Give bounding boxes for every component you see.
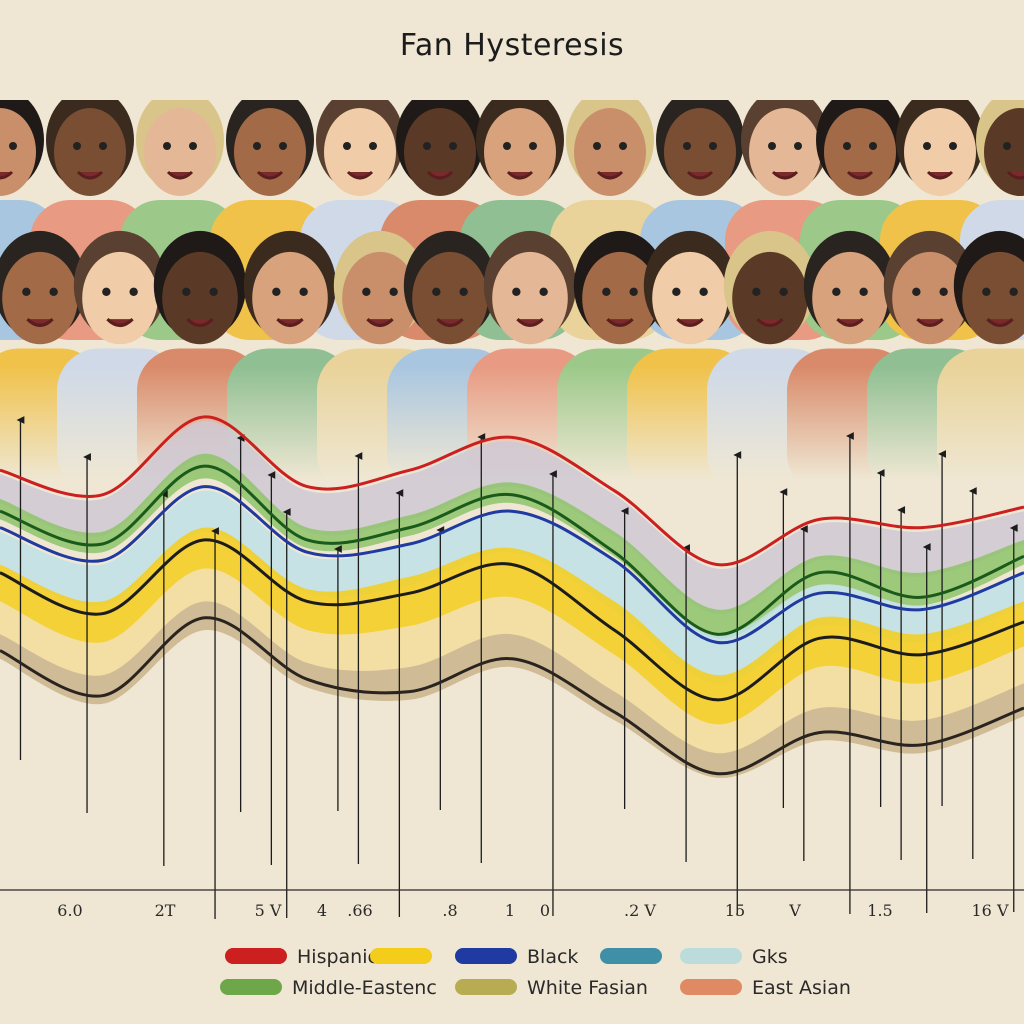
x-tick-labels: 6.0 2T 5 V 4 .66 .8 1 0 .2 V 15 V 1.5 16 V	[57, 901, 1009, 920]
x-tick-label: .66	[347, 901, 372, 920]
series-lines	[0, 415, 1024, 776]
x-tick-label: V	[788, 901, 801, 920]
x-tick-label: 2T	[155, 901, 176, 920]
band-2	[0, 490, 1024, 684]
band-5	[0, 601, 1024, 778]
band-3	[0, 527, 1024, 725]
legend-swatch	[455, 948, 517, 964]
band-4	[0, 568, 1024, 754]
series-line-3	[0, 538, 1024, 702]
crowd-fade	[0, 100, 1024, 480]
x-tick-label: 1.5	[867, 901, 892, 920]
series-line-1	[0, 464, 1024, 636]
band-0	[0, 420, 1024, 614]
legend-swatch	[680, 979, 742, 995]
legend-swatch	[225, 948, 287, 964]
series-line-4	[0, 616, 1024, 776]
x-tick-label: 6.0	[57, 901, 82, 920]
series-line-2	[0, 485, 1024, 645]
legend-swatch	[455, 979, 517, 995]
legend-label: East Asian	[752, 977, 851, 999]
legend-swatch	[220, 979, 282, 995]
x-tick-label: 5 V	[255, 901, 282, 920]
legend-swatch	[680, 948, 742, 964]
x-tick-label: 1	[505, 901, 515, 920]
x-tick-label: .2 V	[624, 901, 656, 920]
x-tick-label: 4	[317, 901, 327, 920]
legend-label: Middle-Eastenc	[292, 977, 437, 999]
legend-swatch	[600, 948, 662, 964]
x-tick-label: 16 V	[972, 901, 1009, 920]
chart-title: Fan Hysteresis	[399, 28, 625, 63]
legend-label: Hispanic	[297, 946, 378, 968]
legend-swatch	[370, 948, 432, 964]
legend: Hispanic Black Gks Middle-Eastenc White Fasi…	[220, 946, 851, 999]
x-tick-label: .8	[442, 901, 457, 920]
legend-label: White Fasian	[527, 977, 648, 999]
series-line-0	[0, 415, 1024, 567]
legend-label: Black	[527, 946, 578, 968]
x-tick-label: 15	[725, 901, 745, 920]
x-tick-label: 0	[540, 901, 550, 920]
legend-label: Gks	[752, 946, 788, 968]
